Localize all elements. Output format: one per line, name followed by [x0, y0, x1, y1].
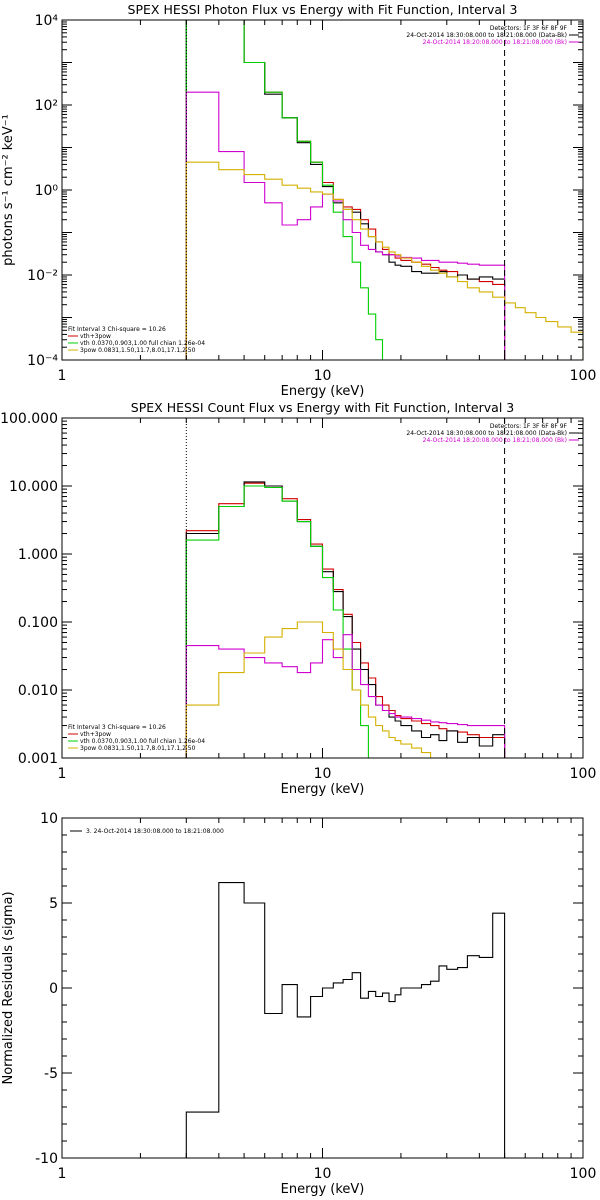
series-line-3: [185, 91, 506, 360]
x-tick-label: 100: [570, 766, 597, 782]
y-tick-label: 10⁻²: [27, 268, 58, 284]
legend-entry: 24-Oct-2014 18:20:08.000 to 18:21:08.000…: [423, 437, 567, 444]
legend-entry: 3. 24-Oct-2014 18:30:08.000 to 18:21:08.…: [86, 828, 224, 835]
x-tick-label: 10: [314, 766, 332, 782]
x-axis-title: Energy (keV): [281, 384, 365, 399]
y-tick-label: 10.000: [9, 479, 58, 495]
fit-legend-entry: vth+3pow: [80, 731, 111, 738]
y-tick-label: 0: [49, 981, 58, 997]
y-tick-label: 0.001: [18, 751, 58, 767]
series-line-0: [185, 882, 506, 1158]
fit-legend-entry: Fit Interval 3 Chi-square = 10.26: [68, 724, 166, 731]
series-vth: [185, 485, 396, 758]
x-tick-label: 1: [58, 368, 67, 384]
y-tick-label: 0.010: [18, 683, 58, 699]
x-tick-label: 10: [314, 1166, 332, 1182]
y-tick-label: 100.000: [0, 411, 58, 427]
fit-legend-entry: vth 0.0370,0.903,1.00 full chian 1.26e-0…: [80, 738, 205, 745]
series-line-3: [185, 634, 506, 758]
y-axis-title: Normalized Residuals (sigma): [1, 891, 16, 1084]
legend-entry: 24-Oct-2014 18:30:08.000 to 18:21:08.000…: [406, 430, 567, 437]
series-vth-3pow: [185, 20, 506, 360]
y-tick-label: 10: [40, 811, 58, 827]
photon-flux-panel: 1 10 100 10⁻⁴ 10⁻² 10⁰ 10² 10⁴ SPEX HESSI Photon…: [1, 2, 596, 399]
legend-entry: 24-Oct-2014 18:30:08.000 to 18:21:08.000…: [406, 32, 567, 39]
x-tick-label: 100: [570, 368, 597, 384]
y-tick-label: -5: [44, 1066, 58, 1082]
y-tick-label: -10: [35, 1151, 58, 1167]
y-tick-label: 10⁻⁴: [27, 353, 58, 369]
series-line-1: [185, 20, 506, 360]
series-line-1: [185, 481, 506, 758]
x-tick-label: 10: [314, 368, 332, 384]
y-tick-label: 1.000: [18, 547, 58, 563]
legend-entry: Detectors: 1F 3F 6F 8F 9F: [490, 25, 568, 32]
y-tick-label: 10⁴: [35, 13, 59, 29]
series-vth-3pow: [185, 482, 506, 758]
legend-entry: Detectors: 1F 3F 6F 8F 9F: [490, 423, 568, 430]
fit-legend-entry: vth+3pow: [80, 333, 111, 340]
fit-legend-entry: vth 0.0370,0.903,1.00 full chian 1.26e-0…: [80, 340, 205, 347]
x-tick-label: 1: [58, 1166, 67, 1182]
series-vth: [185, 20, 389, 360]
y-tick-label: 10²: [35, 98, 58, 114]
series-3pow: [185, 161, 583, 360]
x-tick-label: 100: [570, 1166, 597, 1182]
count-flux-panel: 1 10 100 0.001 0.010 0.100 1.000 10.000 100.000 S…: [0, 400, 596, 797]
x-axis-title: Energy (keV): [281, 1182, 365, 1197]
fit-legend-entry: Fit Interval 3 Chi-square = 10.26: [68, 326, 166, 333]
fit-legend-entry: 3pow 0.0831,1.50,11.7,8.01,17.1,2.50: [80, 347, 196, 354]
legend-entry: 24-Oct-2014 18:20:08.000 to 18:21:08.000…: [423, 39, 567, 46]
x-axis-title: Energy (keV): [281, 782, 365, 797]
y-tick-label: 0.100: [18, 615, 58, 631]
chart-title: SPEX HESSI Count Flux vs Energy with Fit…: [131, 400, 514, 415]
chart-title: SPEX HESSI Photon Flux vs Energy with Fi…: [128, 2, 518, 17]
fit-legend-entry: 3pow 0.0831,1.50,11.7,8.01,17.1,2.50: [80, 745, 196, 752]
y-tick-label: 5: [49, 896, 58, 912]
series-3pow: [185, 621, 505, 758]
x-tick-label: 1: [58, 766, 67, 782]
y-axis-title: photons s⁻¹ cm⁻² keV⁻¹: [1, 114, 16, 266]
y-tick-label: 10⁰: [35, 183, 59, 199]
